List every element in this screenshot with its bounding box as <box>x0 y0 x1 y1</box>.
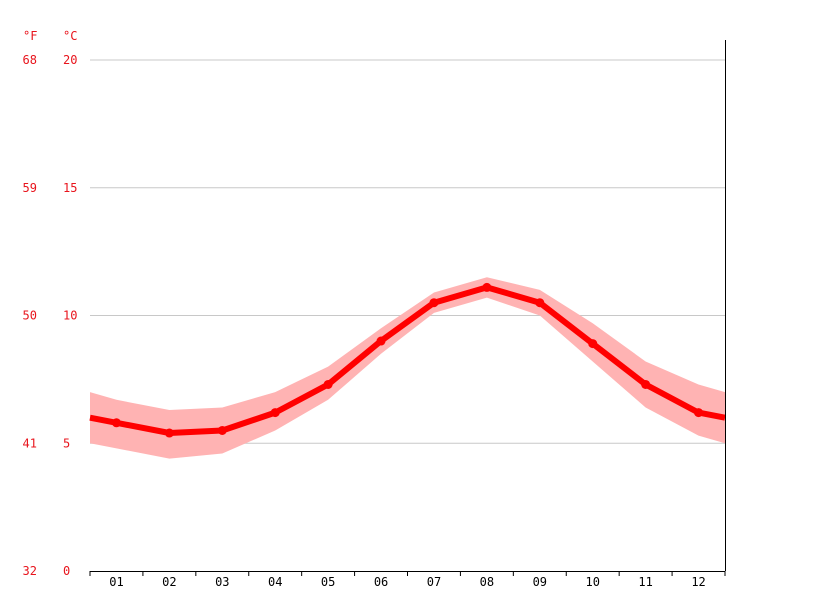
x-axis-ticks: 01 02 03 04 05 06 07 08 09 10 11 12 <box>109 575 706 589</box>
y-tick-label-celsius: 0 <box>63 564 70 578</box>
x-tick-label: 08 <box>480 575 494 589</box>
data-point <box>217 425 227 435</box>
gridlines <box>90 59 725 444</box>
data-point <box>694 408 704 418</box>
x-tick-label: 01 <box>109 575 123 589</box>
y-tick-label-fahrenheit: 32 <box>23 564 37 578</box>
data-point <box>164 428 174 438</box>
x-tick-label: 09 <box>533 575 547 589</box>
data-point <box>535 298 545 308</box>
y-tick-label-celsius: 5 <box>63 436 70 450</box>
y-tick-label-celsius: 20 <box>63 53 77 67</box>
y-tick-label-celsius: 15 <box>63 181 77 195</box>
x-tick-label: 12 <box>691 575 705 589</box>
axes <box>89 40 726 576</box>
data-point <box>376 336 386 346</box>
y-tick-label-fahrenheit: 59 <box>23 181 37 195</box>
y-tick-label-fahrenheit: 50 <box>23 309 37 323</box>
data-point <box>588 339 598 349</box>
data-point <box>429 298 439 308</box>
x-tick-label: 02 <box>162 575 176 589</box>
x-tick-label: 03 <box>215 575 229 589</box>
celsius-unit-label: °C <box>63 29 77 43</box>
data-point <box>111 418 121 428</box>
fahrenheit-unit-label: °F <box>23 29 37 43</box>
x-tick-label: 05 <box>321 575 335 589</box>
data-point <box>482 282 492 292</box>
y-tick-label-fahrenheit: 68 <box>23 53 37 67</box>
x-tick-label: 10 <box>585 575 599 589</box>
line-layer <box>89 282 726 438</box>
x-tick-label: 06 <box>374 575 388 589</box>
y-tick-label-celsius: 10 <box>63 309 77 323</box>
x-tick-label: 07 <box>427 575 441 589</box>
temperature-line <box>89 284 726 436</box>
data-point <box>323 379 333 389</box>
data-point <box>641 379 651 389</box>
y-tick-label-fahrenheit: 41 <box>23 436 37 450</box>
y-axis-ticks: 32 0 41 5 50 10 59 15 68 20 <box>23 53 78 578</box>
x-tick-label: 11 <box>638 575 652 589</box>
x-tick-label: 04 <box>268 575 282 589</box>
data-point <box>270 408 280 418</box>
